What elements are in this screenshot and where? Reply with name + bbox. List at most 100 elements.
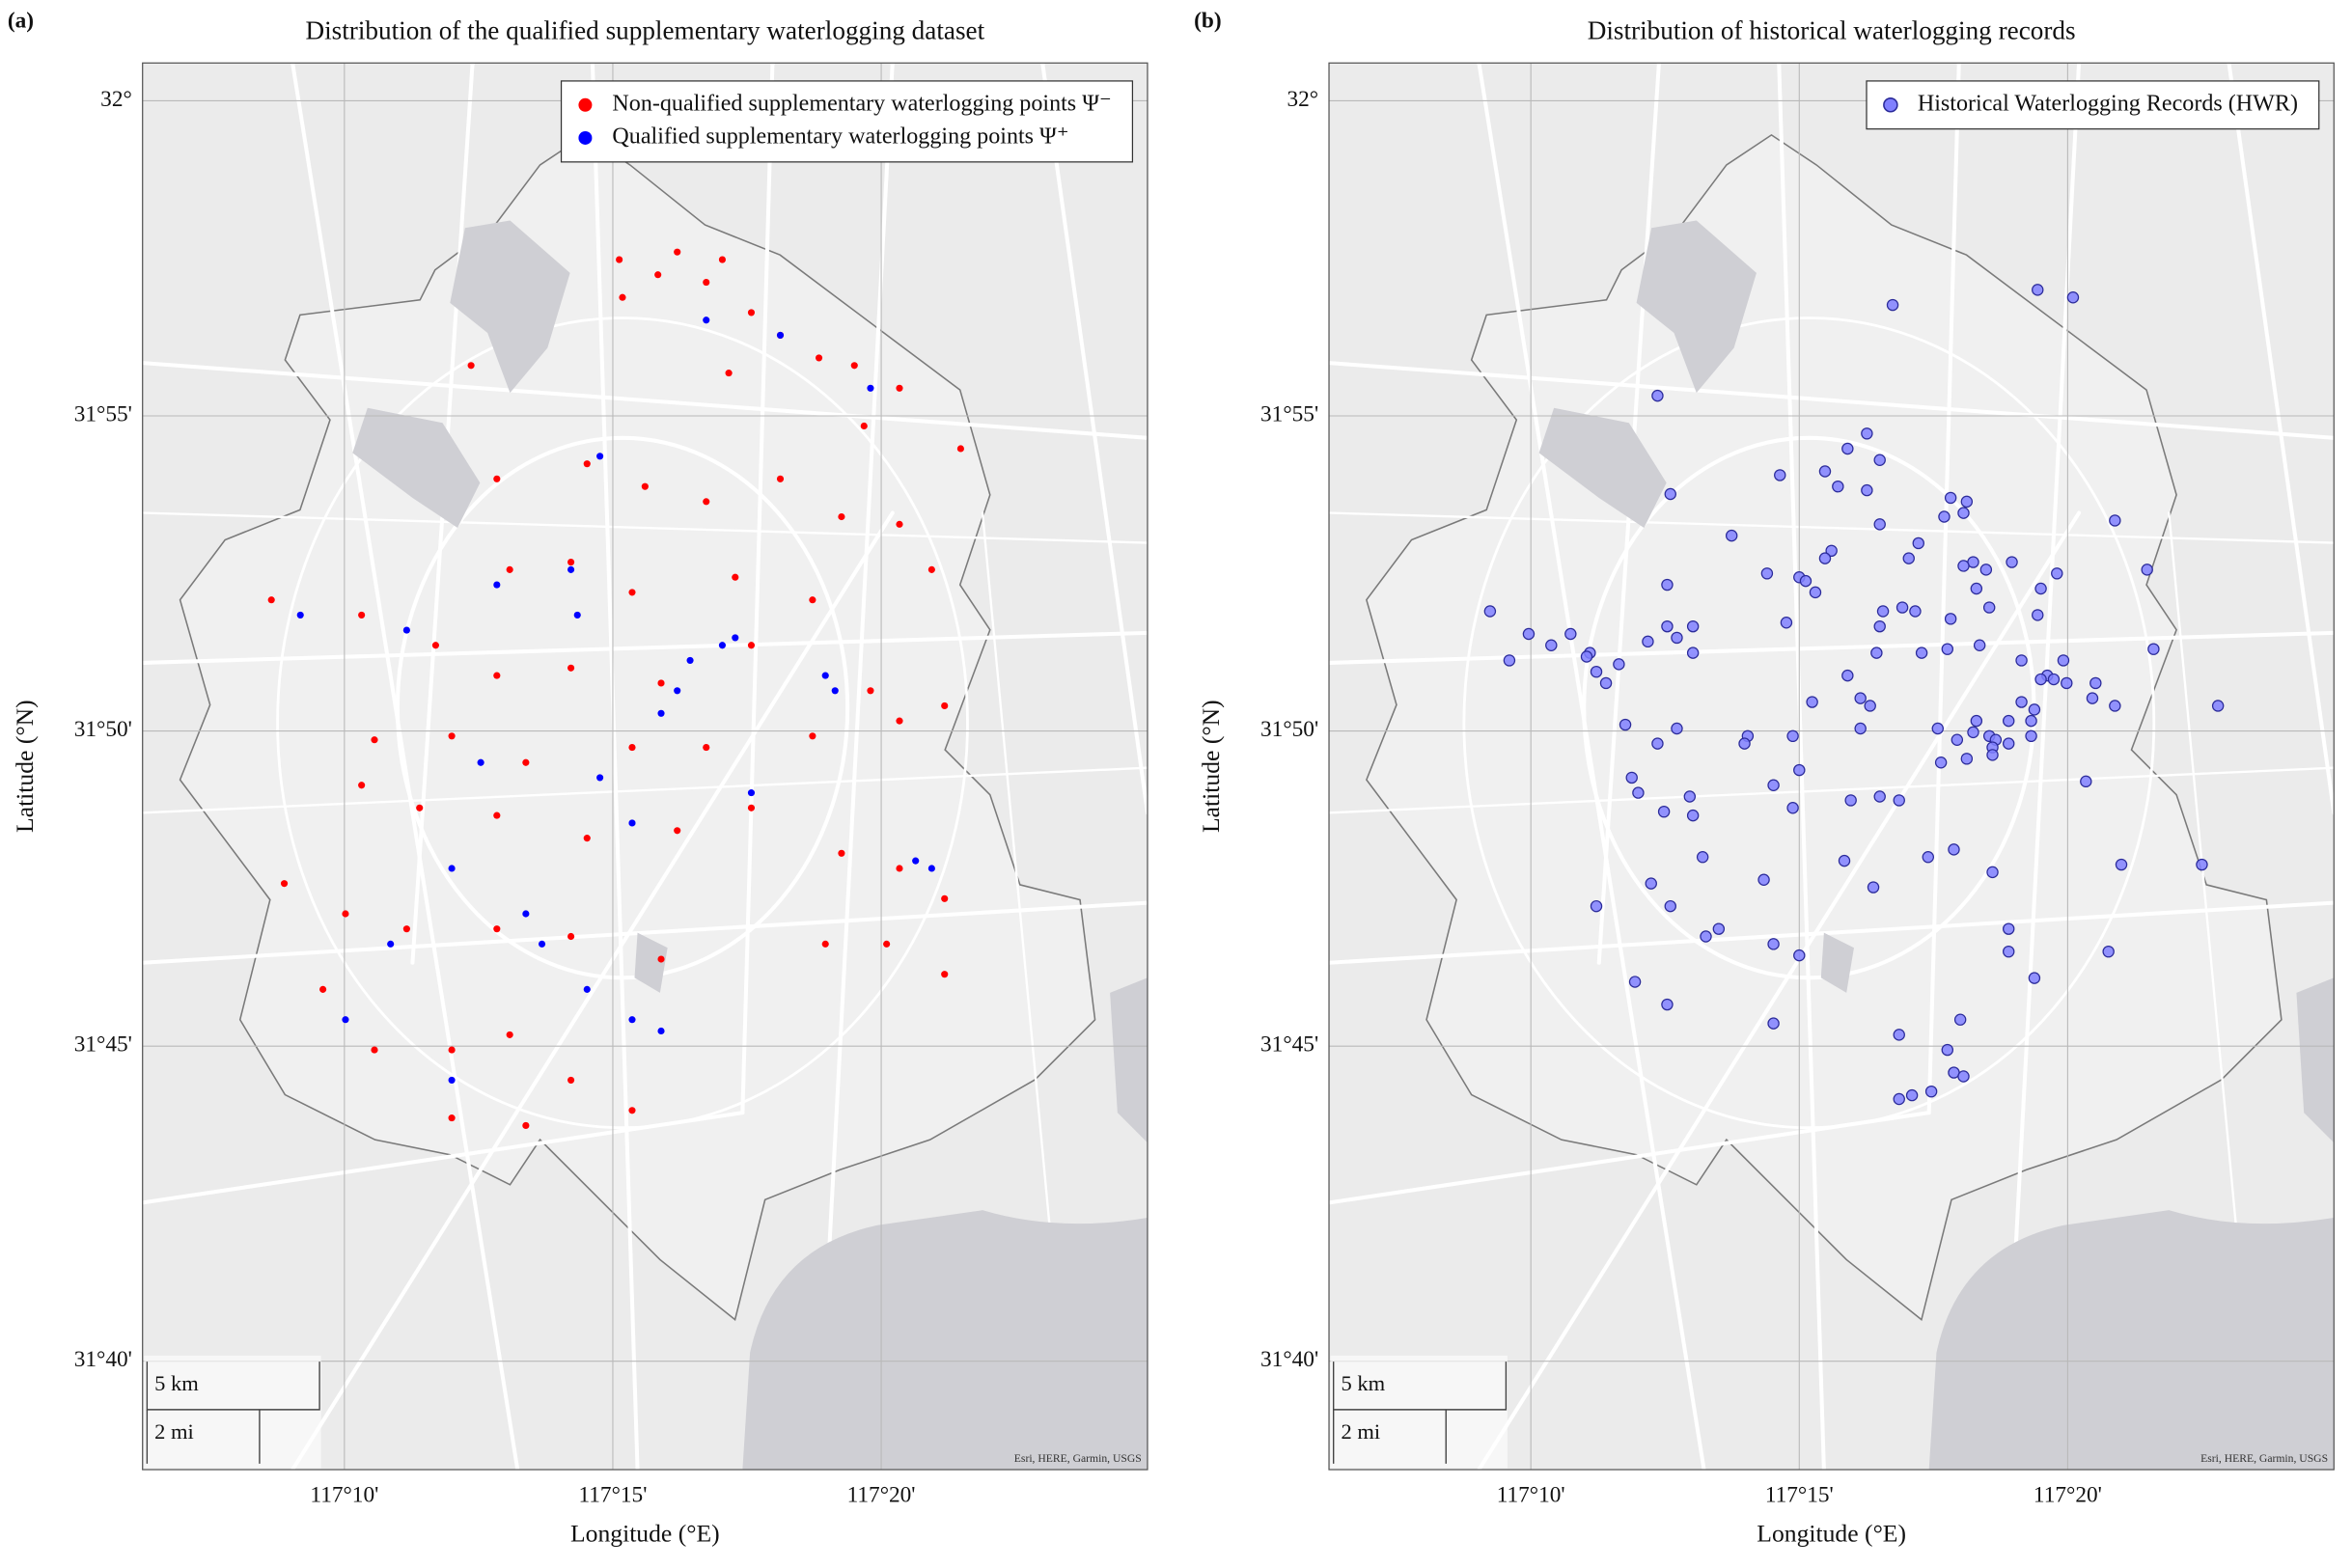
data-point <box>1545 639 1558 651</box>
data-point <box>506 565 513 573</box>
data-point <box>493 925 501 933</box>
legend-marker <box>578 130 593 145</box>
data-point <box>1973 639 1986 651</box>
data-point <box>1774 469 1786 481</box>
data-point <box>747 789 756 797</box>
data-point <box>1619 718 1632 731</box>
data-point <box>506 1031 513 1038</box>
data-point <box>1818 465 1832 478</box>
x-tick-label: 117°20' <box>2034 1482 2102 1507</box>
data-point <box>703 278 710 287</box>
axes-frame <box>142 62 1148 1471</box>
data-point <box>1970 582 1983 595</box>
data-point <box>538 940 546 948</box>
data-point <box>1696 850 1709 864</box>
data-point <box>2061 676 2073 690</box>
y-tick-label: 31°55' <box>74 401 132 426</box>
data-point <box>628 589 636 596</box>
data-point <box>1953 1013 1967 1026</box>
data-point <box>1671 722 1683 735</box>
data-point <box>567 565 575 573</box>
data-point <box>2109 700 2121 712</box>
data-point <box>674 248 681 256</box>
data-point <box>927 565 935 573</box>
data-point <box>628 743 636 752</box>
data-point <box>1683 790 1697 803</box>
data-point <box>567 558 575 566</box>
data-point <box>1938 510 1951 523</box>
data-point <box>431 642 439 649</box>
scale-bar: 5 km 2 mi <box>144 1355 321 1469</box>
data-point <box>1786 729 1799 743</box>
data-point <box>860 422 868 430</box>
panel-label: (a) <box>8 9 34 34</box>
data-point <box>1861 427 1873 440</box>
data-point <box>342 1016 349 1024</box>
data-point <box>941 894 949 902</box>
data-point <box>1757 873 1770 886</box>
data-point <box>583 985 591 993</box>
legend-label: Non-qualified supplementary waterlogging… <box>612 91 1111 116</box>
data-point <box>657 955 665 963</box>
data-point <box>522 910 530 918</box>
data-point <box>1967 726 1979 739</box>
data-point <box>838 849 845 857</box>
data-point <box>2028 972 2041 984</box>
data-point <box>2034 582 2047 595</box>
data-point <box>1780 617 1793 629</box>
scale-bar-label: 5 km <box>1341 1371 1385 1395</box>
chart-title: Distribution of the qualified supplement… <box>305 15 984 44</box>
data-point <box>1760 567 1774 580</box>
legend-label: Historical Waterlogging Records (HWR) <box>1918 91 2298 116</box>
data-point <box>883 940 891 948</box>
data-point <box>1979 564 1993 576</box>
data-point <box>776 331 785 339</box>
data-point <box>1982 601 1996 614</box>
y-tick-label: 31°55' <box>1260 401 1318 426</box>
data-point <box>522 758 530 766</box>
data-point <box>1886 298 1899 312</box>
data-point <box>821 672 829 679</box>
map-panel <box>1329 63 2335 1471</box>
data-point <box>1767 938 1780 950</box>
y-tick-label: 31°40' <box>74 1347 132 1372</box>
data-point <box>493 581 501 589</box>
data-point <box>809 596 816 604</box>
data-point <box>267 596 275 604</box>
data-point <box>2089 676 2102 690</box>
data-point <box>448 1114 456 1122</box>
basemap <box>1329 63 2334 1470</box>
data-point <box>1590 665 1603 678</box>
data-point <box>1876 605 1890 618</box>
data-point <box>956 445 964 453</box>
data-point <box>657 709 665 717</box>
y-tick-label: 31°50' <box>1260 717 1318 742</box>
data-point <box>358 611 366 619</box>
chart-title: Distribution of historical waterlogging … <box>1588 15 2076 44</box>
data-point <box>941 701 949 710</box>
data-point <box>1686 646 1700 659</box>
data-point <box>1671 631 1683 645</box>
data-point <box>674 687 681 695</box>
data-point <box>686 656 694 665</box>
data-point <box>2028 703 2041 716</box>
data-point <box>2032 609 2044 621</box>
data-point <box>573 611 581 619</box>
data-point <box>296 611 304 619</box>
data-point <box>703 498 710 506</box>
data-point <box>1895 601 1909 614</box>
data-point <box>732 634 739 642</box>
data-point <box>2115 858 2128 871</box>
data-point <box>1986 749 1999 761</box>
data-point <box>2147 643 2160 655</box>
data-point <box>1861 483 1873 497</box>
data-point <box>1970 714 1983 728</box>
data-point <box>674 827 681 835</box>
data-point <box>641 482 649 490</box>
data-point <box>448 1076 456 1084</box>
x-axis-label: Longitude (°E) <box>1757 1519 1906 1547</box>
data-point <box>1873 518 1886 531</box>
data-point <box>1738 737 1751 750</box>
data-point <box>1864 700 1876 712</box>
data-point <box>1902 552 1915 564</box>
